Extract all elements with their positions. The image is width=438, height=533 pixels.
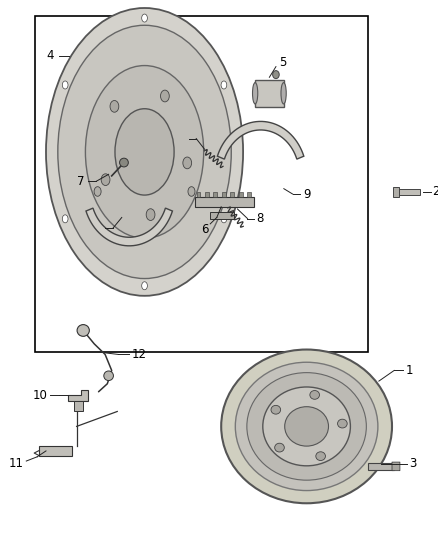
Text: 3: 3 [410, 457, 417, 470]
Polygon shape [39, 446, 72, 456]
Ellipse shape [104, 371, 113, 381]
Bar [35, 16, 368, 352]
Ellipse shape [85, 66, 204, 238]
Ellipse shape [62, 81, 68, 89]
Bar [74, 401, 83, 411]
Bar [222, 192, 226, 197]
Ellipse shape [285, 407, 328, 446]
Ellipse shape [101, 174, 110, 185]
Bar [255, 80, 284, 107]
Ellipse shape [46, 8, 243, 296]
Ellipse shape [58, 25, 231, 279]
Text: 5: 5 [279, 56, 286, 69]
Text: 12: 12 [131, 348, 146, 361]
Text: 11: 11 [9, 457, 24, 470]
Ellipse shape [235, 362, 378, 490]
Ellipse shape [62, 215, 68, 223]
Text: 4: 4 [46, 50, 54, 62]
Polygon shape [217, 122, 304, 159]
Ellipse shape [316, 452, 325, 461]
Ellipse shape [221, 350, 392, 503]
Bar [210, 212, 234, 219]
Polygon shape [68, 390, 88, 401]
Text: 8: 8 [180, 132, 187, 145]
Circle shape [120, 158, 128, 167]
FancyBboxPatch shape [392, 462, 400, 471]
Bar [213, 192, 217, 197]
Ellipse shape [252, 83, 258, 104]
Bar [368, 463, 394, 470]
Text: 8: 8 [257, 212, 264, 225]
Ellipse shape [310, 391, 319, 399]
Text: 2: 2 [432, 185, 438, 198]
Ellipse shape [77, 325, 89, 336]
Bar [195, 197, 254, 207]
Bar [247, 192, 251, 197]
Text: 7: 7 [77, 175, 85, 188]
Text: 9: 9 [95, 222, 102, 235]
Ellipse shape [221, 215, 227, 223]
Ellipse shape [275, 443, 284, 452]
Bar [197, 192, 201, 197]
Polygon shape [86, 208, 173, 246]
Text: 1: 1 [406, 364, 413, 377]
Ellipse shape [115, 109, 174, 195]
Text: 9: 9 [303, 188, 311, 200]
Ellipse shape [281, 83, 286, 104]
Ellipse shape [338, 419, 347, 428]
Bar [399, 189, 420, 195]
Ellipse shape [272, 70, 279, 79]
Ellipse shape [160, 90, 169, 102]
Bar [393, 187, 399, 197]
Bar [205, 192, 209, 197]
Ellipse shape [188, 187, 195, 196]
Ellipse shape [94, 187, 101, 196]
Ellipse shape [221, 81, 227, 89]
Ellipse shape [247, 373, 366, 480]
Text: 10: 10 [33, 389, 48, 402]
Text: 6: 6 [201, 223, 209, 236]
Ellipse shape [271, 406, 281, 414]
Bar [239, 192, 243, 197]
Ellipse shape [142, 14, 148, 22]
Ellipse shape [146, 209, 155, 221]
Ellipse shape [141, 282, 147, 290]
Ellipse shape [183, 157, 191, 169]
Ellipse shape [263, 387, 350, 466]
Ellipse shape [110, 101, 119, 112]
Bar [230, 192, 234, 197]
